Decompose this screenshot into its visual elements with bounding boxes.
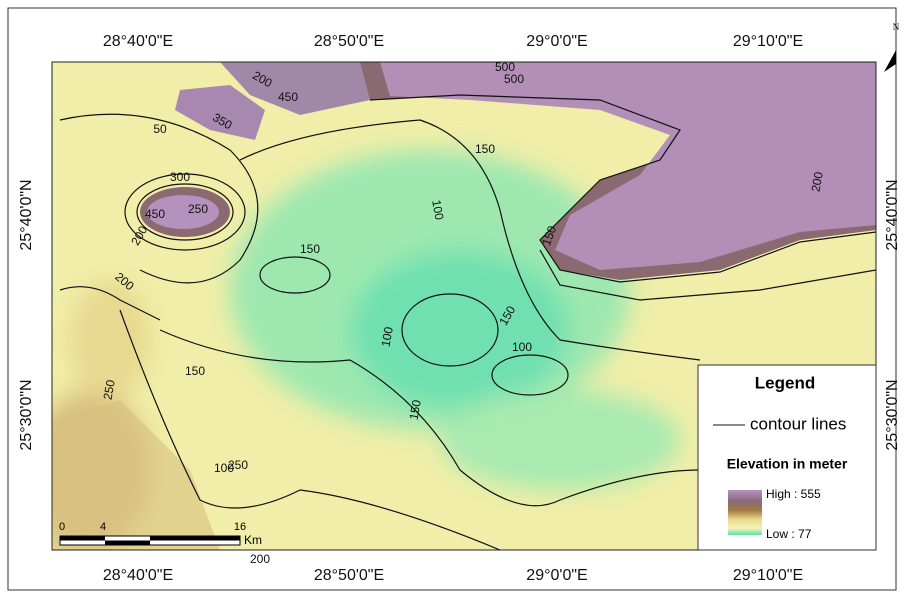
contour-label: 100 [512, 340, 532, 354]
legend: Legend contour lines Elevation in meter … [698, 365, 876, 550]
north-arrow [884, 50, 896, 72]
bottom-coordinate-label: 28°40'0"E [103, 567, 173, 584]
right-coordinate-label: 25°40'0"N [884, 179, 901, 250]
top-coordinate-label: 29°10'0"E [733, 33, 803, 50]
legend-low: Low : 77 [766, 527, 812, 541]
legend-ramp [728, 490, 762, 535]
contour-label: 500 [504, 72, 524, 86]
contour-label: 50 [153, 122, 167, 136]
legend-title: Legend [755, 373, 815, 392]
top-coordinate-label: 28°50'0"E [314, 33, 384, 50]
contour-label: 300 [170, 170, 190, 184]
contour-label: 450 [278, 90, 298, 104]
bottom-coordinate-label: 29°10'0"E [733, 567, 803, 584]
contour-label: 150 [475, 142, 495, 156]
contour-label: 150 [300, 242, 320, 256]
legend-high: High : 555 [766, 487, 821, 501]
contour-label: 200 [250, 552, 270, 566]
contour-label: 150 [185, 364, 205, 378]
bottom-coordinate-label: 29°0'0"E [526, 567, 587, 584]
scale-tick-label: 4 [100, 521, 106, 533]
top-coordinate-label: 29°0'0"E [526, 33, 587, 50]
legend-contour: contour lines [750, 414, 846, 433]
bottom-coordinate-label: 28°50'0"E [314, 567, 384, 584]
contour-label: 250 [188, 202, 208, 216]
scale-unit: Km [244, 533, 262, 547]
scale-tick-label: 0 [59, 521, 65, 533]
top-coordinate-label: 28°40'0"E [103, 33, 173, 50]
legend-elevation-title: Elevation in meter [727, 456, 848, 472]
contour-label: 250 [228, 458, 248, 472]
contour-label: 450 [145, 207, 165, 221]
scale-tick-label: 16 [234, 521, 246, 533]
north-label: N [893, 22, 900, 32]
left-coordinate-label: 25°40'0"N [18, 179, 35, 250]
map-figure: Legend contour lines Elevation in meter … [0, 0, 904, 592]
scale-bar [60, 536, 240, 545]
left-coordinate-label: 25°30'0"N [18, 379, 35, 450]
right-coordinate-label: 25°30'0"N [884, 379, 901, 450]
